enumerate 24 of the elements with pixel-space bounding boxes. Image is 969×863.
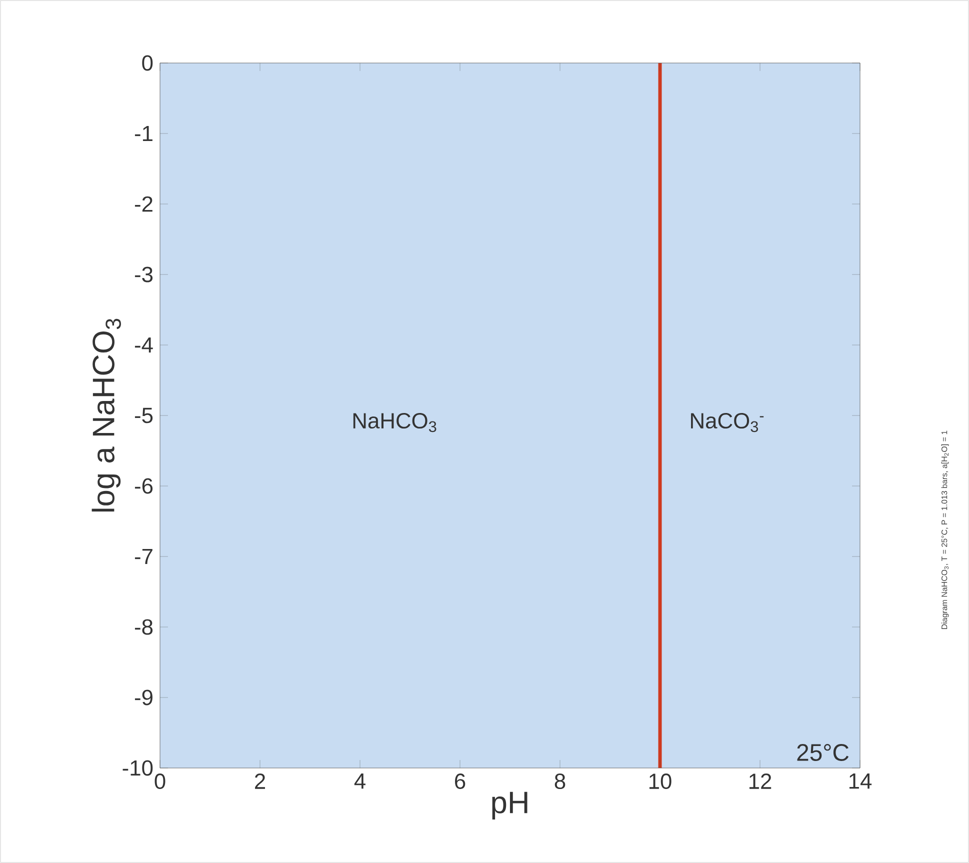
y-tick-label: -7 [134,548,152,564]
x-axis-title: pH [492,792,528,820]
y-axis-title: log a NaHCO$_{3}$ [92,318,121,512]
x-tick-label: 0 [154,774,166,790]
y-tick-label: -8 [134,619,153,635]
x-tick-label: 8 [554,774,566,790]
y-tick-label: -3 [134,266,153,282]
x-tick-label: 4 [354,774,366,789]
y-tick-label: 0 [142,55,153,71]
y-tick-label: -2 [134,196,152,212]
x-tick-label: 10 [649,774,672,790]
y-tick-label: -10 [122,760,153,776]
x-tick-label: 6 [455,774,466,790]
y-tick-label: -4 [134,337,153,353]
x-tick-label: 14 [849,774,872,789]
x-tick-label: 2 [255,774,265,789]
x-tick-label: 12 [749,774,772,789]
y-tick-label: -9 [134,690,152,706]
annotation: NaHCO$_{3}$ [353,413,436,432]
annotation: NaCO$_{3}$- [691,413,764,432]
y-tick-label: -5 [134,408,153,424]
annotation: 25°C [797,744,849,761]
y-tick-label: -1 [134,126,152,142]
y-tick-label: -6 [134,478,153,494]
